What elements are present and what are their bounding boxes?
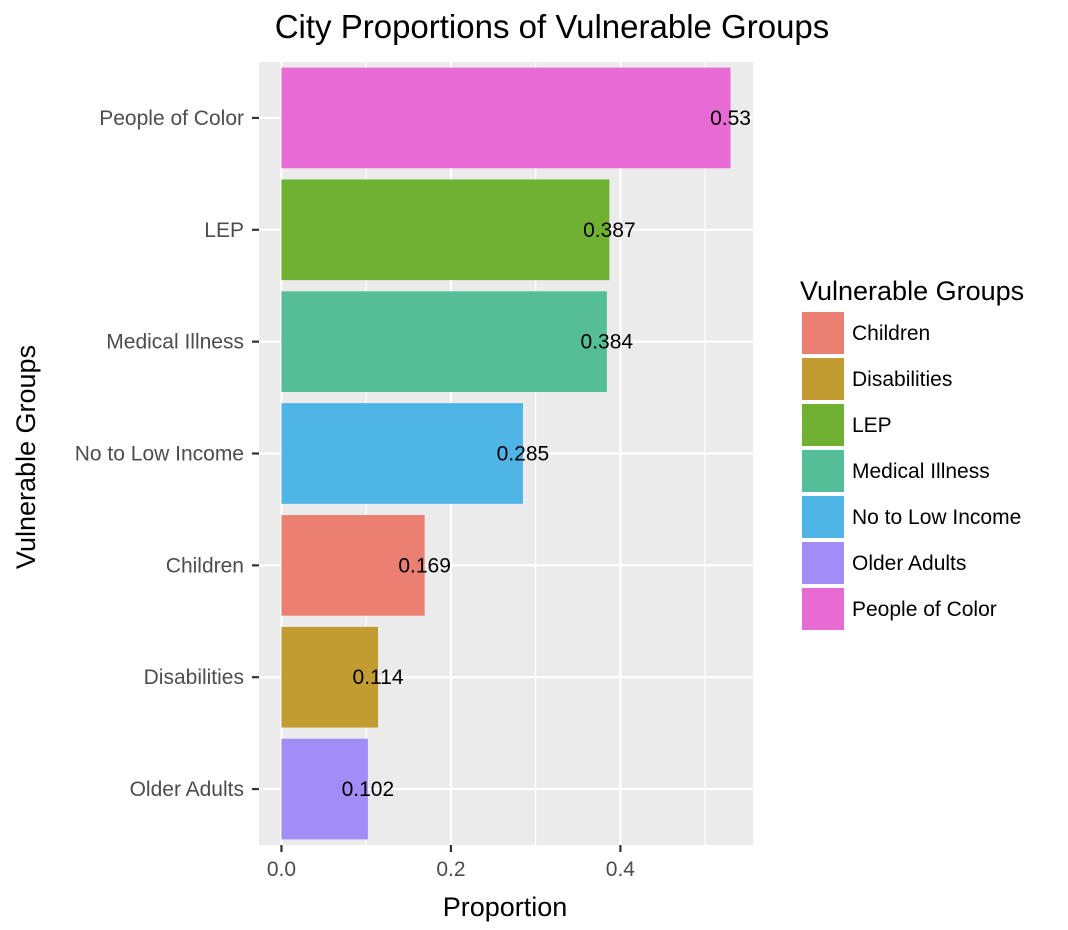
bars bbox=[281, 67, 731, 840]
y-axis-title: Vulnerable Groups bbox=[11, 345, 41, 569]
y-tick-label: Older Adults bbox=[130, 778, 244, 801]
legend-label: LEP bbox=[852, 414, 892, 437]
y-tick-label: Disabilities bbox=[144, 666, 244, 689]
legend-swatch bbox=[802, 404, 844, 446]
x-axis: 0.0 0.2 0.4 bbox=[267, 845, 635, 881]
bar-data-label: 0.169 bbox=[398, 554, 451, 577]
legend-label: People of Color bbox=[852, 598, 997, 621]
y-tick-label: Medical Illness bbox=[106, 331, 244, 354]
bar-data-labels: 0.53 0.387 0.384 0.285 0.169 0.114 0.102 bbox=[342, 107, 751, 801]
legend-label: Older Adults bbox=[852, 552, 966, 575]
legend-swatch bbox=[802, 450, 844, 492]
bar bbox=[281, 626, 379, 728]
legend-swatch bbox=[802, 542, 844, 584]
bar bbox=[281, 738, 368, 840]
legend-label: Disabilities bbox=[852, 368, 952, 391]
bar-data-label: 0.387 bbox=[583, 219, 636, 242]
chart-title: City Proportions of Vulnerable Groups bbox=[275, 8, 830, 45]
x-tick-label: 0.4 bbox=[606, 858, 636, 881]
legend: Vulnerable Groups Children Disabilities LE… bbox=[800, 276, 1024, 630]
bar-data-label: 0.102 bbox=[342, 778, 395, 801]
legend-label: No to Low Income bbox=[852, 506, 1021, 529]
bar-data-label: 0.384 bbox=[581, 331, 634, 354]
legend-label: Children bbox=[852, 322, 930, 345]
y-axis: People of Color LEP Medical Illness No to L… bbox=[75, 107, 259, 801]
x-axis-title: Proportion bbox=[443, 892, 568, 922]
legend-label: Medical Illness bbox=[852, 460, 990, 483]
legend-swatch bbox=[802, 496, 844, 538]
y-tick-label: LEP bbox=[204, 219, 244, 242]
legend-swatch bbox=[802, 358, 844, 400]
x-tick-label: 0.0 bbox=[267, 858, 296, 881]
y-tick-label: No to Low Income bbox=[75, 443, 244, 466]
bar bbox=[281, 515, 425, 616]
x-tick-label: 0.2 bbox=[436, 858, 465, 881]
bar-data-label: 0.53 bbox=[710, 107, 751, 130]
legend-title: Vulnerable Groups bbox=[800, 276, 1024, 306]
bar bbox=[281, 291, 607, 392]
y-tick-label: People of Color bbox=[99, 107, 244, 130]
y-tick-label: Children bbox=[166, 554, 244, 577]
legend-swatch bbox=[802, 588, 844, 630]
bar bbox=[281, 179, 610, 281]
bar bbox=[281, 403, 523, 504]
legend-swatch bbox=[802, 312, 844, 354]
bar-data-label: 0.114 bbox=[353, 666, 404, 689]
bar-data-label: 0.285 bbox=[497, 443, 550, 466]
bar bbox=[281, 67, 731, 169]
